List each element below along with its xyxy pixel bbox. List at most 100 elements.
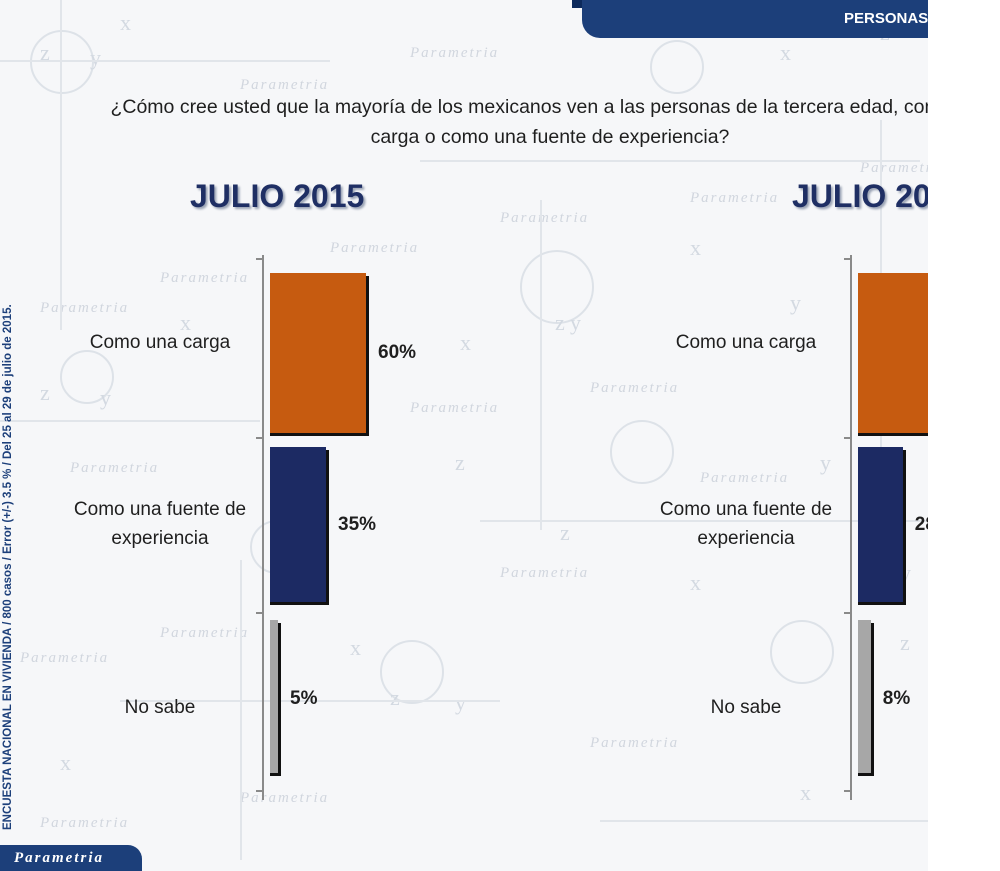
watermark-text: Parametria (590, 380, 680, 396)
category-label: No sabe (40, 693, 280, 722)
watermark-text: Parametria (590, 735, 680, 751)
axis-tick (844, 258, 852, 260)
watermark-text: Parametria (70, 460, 160, 476)
watermark-symbol: x (780, 40, 791, 65)
watermark-line (480, 520, 928, 522)
category-label-line: Como una carga (675, 332, 817, 353)
category-label: Como una carga (626, 328, 866, 357)
axis-tick (256, 437, 264, 439)
watermark-text: Parametria (20, 650, 110, 666)
watermark-line (420, 160, 920, 162)
value-label: 28% (914, 514, 928, 535)
watermark-text: Parametria (160, 270, 250, 286)
watermark-text: Parametria (240, 790, 330, 806)
watermark-line (0, 420, 260, 422)
category-label-line: No sabe (710, 697, 782, 718)
bar-no-sabe (270, 620, 278, 773)
parametria-logo: Parametria (0, 845, 142, 871)
category-label: No sabe (626, 693, 866, 722)
watermark-symbol: x (460, 330, 471, 355)
watermark-line (60, 0, 62, 330)
survey-question: ¿Cómo cree usted que la mayoría de los m… (0, 92, 928, 152)
category-label-line: Como una carga (89, 332, 231, 353)
bar-carga (270, 273, 366, 433)
category-label-line: Como una fuente de (659, 499, 833, 520)
value-label: 35% (338, 514, 377, 535)
watermark-text: Parametria (860, 160, 928, 176)
category-label-line: experiencia (697, 528, 795, 549)
watermark-text: Parametria (40, 300, 130, 316)
watermark-line (540, 200, 542, 530)
watermark-line (240, 560, 242, 860)
watermark-line (600, 820, 928, 822)
bar-experiencia (270, 447, 326, 602)
chart-axis (850, 255, 852, 800)
watermark-symbol: y (90, 45, 101, 70)
watermark-circle (60, 350, 114, 404)
axis-tick (256, 612, 264, 614)
watermark-text: Parametria (160, 625, 250, 641)
watermark-symbol: y (790, 290, 801, 315)
axis-tick (256, 258, 264, 260)
watermark-symbol: y (570, 310, 581, 335)
watermark-symbol: x (690, 235, 701, 260)
watermark-symbol: z (390, 685, 400, 710)
watermark-text: Parametria (500, 210, 590, 226)
watermark-symbol: x (60, 750, 71, 775)
watermark-symbol: z (560, 520, 570, 545)
watermark-circle (770, 620, 834, 684)
watermark-circle (520, 250, 594, 324)
category-label-line: No sabe (124, 697, 196, 718)
watermark-circle (610, 420, 674, 484)
watermark-line (120, 700, 500, 702)
chart-title-2016: JULIO 2016 (792, 178, 928, 214)
watermark-symbol: x (350, 635, 361, 660)
watermark-symbol: x (800, 780, 811, 805)
section-tab: PERSONAS DE LA TERCERA EDAD (582, 0, 928, 38)
watermark-symbol: x (690, 570, 701, 595)
watermark-text: Parametria (240, 77, 330, 93)
watermark-text: Parametria (40, 815, 130, 831)
watermark-text: Parametria (410, 400, 500, 416)
survey-methodology-note: ENCUESTA NACIONAL EN VIVIENDA / 800 caso… (2, 304, 14, 830)
bar-no-sabe (858, 620, 871, 773)
watermark-symbol: z (455, 450, 465, 475)
chart-title-2015: JULIO 2015 (190, 178, 365, 214)
watermark-symbol: z (555, 310, 565, 335)
category-label: Como una carga (40, 328, 280, 357)
watermark-symbol: z (40, 380, 50, 405)
value-label: 60% (378, 342, 417, 363)
axis-tick (844, 437, 852, 439)
bar-carga (858, 273, 928, 433)
watermark-text: Parametria (330, 240, 420, 256)
watermark-symbol: y (820, 450, 831, 475)
slide: Parametria Parametria Parametria Parametria… (0, 0, 928, 871)
chart-axis (262, 255, 264, 800)
axis-tick (256, 790, 264, 792)
bar-experiencia (858, 447, 903, 602)
category-label: Como una fuente de experiencia (626, 495, 866, 553)
question-line-1: ¿Cómo cree usted que la mayoría de los m… (110, 96, 928, 118)
watermark-symbol: y (100, 385, 111, 410)
question-line-2: carga o como una fuente de experiencia? (370, 126, 730, 148)
watermark-text: Parametria (700, 470, 790, 486)
watermark-text: Parametria (500, 565, 590, 581)
watermark-text: Parametria (690, 190, 780, 206)
value-label: 5% (290, 688, 318, 709)
watermark-symbol: x (120, 10, 131, 35)
category-label: Como una fuente de experiencia (40, 495, 280, 553)
watermark-circle (650, 40, 704, 94)
watermark-symbol: y (455, 690, 466, 715)
category-label-line: Como una fuente de (73, 499, 247, 520)
value-label: 8% (882, 688, 911, 709)
watermark-symbol: z (900, 630, 910, 655)
axis-tick (844, 790, 852, 792)
watermark-symbol: z (40, 40, 50, 65)
watermark-circle (30, 30, 94, 94)
watermark-text: Parametria (410, 45, 500, 61)
watermark-symbol: x (180, 310, 191, 335)
watermark-circle (380, 640, 444, 704)
watermark-line (0, 60, 330, 62)
axis-tick (844, 612, 852, 614)
category-label-line: experiencia (111, 528, 209, 549)
